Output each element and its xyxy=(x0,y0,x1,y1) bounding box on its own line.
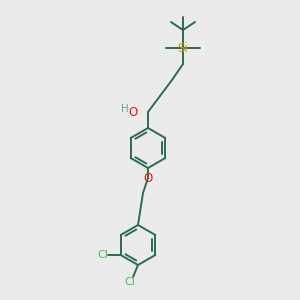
Text: O: O xyxy=(128,106,138,118)
Text: Si: Si xyxy=(178,41,188,55)
Text: O: O xyxy=(143,172,153,184)
Text: Cl: Cl xyxy=(124,277,135,287)
Text: H: H xyxy=(121,104,129,114)
Text: Cl: Cl xyxy=(97,250,108,260)
